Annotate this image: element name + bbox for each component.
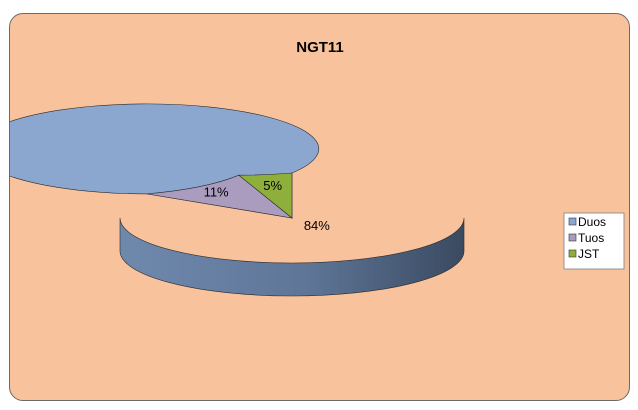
chart-area: NGT11 84% 11% 5% Duos Tuos JST <box>9 13 630 401</box>
pie-slice-jst <box>237 172 293 219</box>
legend-swatch-duos <box>568 217 577 226</box>
pie-chart: NGT11 84% 11% 5% Duos Tuos JST <box>10 39 625 297</box>
data-label-tuos: 11% <box>204 184 229 199</box>
pie-slice-tuos <box>146 174 294 219</box>
pie-side-duos <box>119 217 465 297</box>
legend-swatch-jst <box>568 249 577 258</box>
data-label-duos: 84% <box>304 218 330 233</box>
data-label-jst: 5% <box>263 178 282 193</box>
legend: Duos Tuos JST <box>563 212 625 270</box>
legend-swatch-tuos <box>568 233 577 242</box>
chart-title: NGT11 <box>296 39 344 56</box>
legend-label-duos: Duos <box>578 215 606 229</box>
legend-label-tuos: Tuos <box>578 231 604 245</box>
pie-plot: 84% 11% 5% <box>10 103 465 297</box>
legend-label-jst: JST <box>578 247 600 261</box>
